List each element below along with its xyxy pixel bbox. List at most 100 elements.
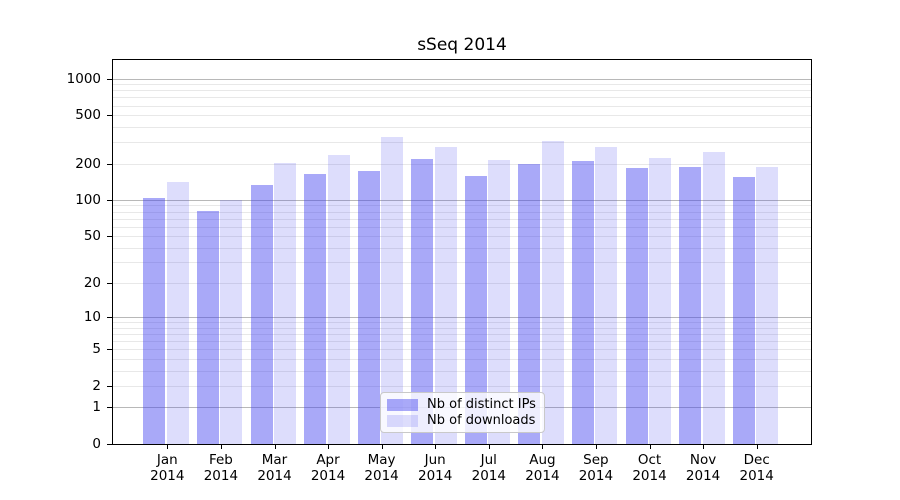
gridline-minor: [113, 358, 811, 360]
x-axis-tick-label-line: Oct: [637, 452, 662, 468]
y-axis-tick-label: 0: [92, 436, 101, 452]
gridline-minor: [113, 327, 811, 329]
gridline-minor: [113, 84, 811, 86]
x-axis-tick-label-line: 2014: [685, 468, 721, 484]
x-axis-tick: [274, 444, 276, 449]
bar-nb-of-distinct-ips-jul-2014: [464, 176, 487, 444]
y-axis-tick-label: 10: [83, 309, 101, 326]
bar-nb-of-downloads-mar-2014: [274, 162, 296, 444]
y-axis-tick-label: 1: [92, 399, 101, 416]
y-axis-tick: [107, 199, 113, 201]
plot-area: [112, 59, 812, 445]
x-axis-tick-label: Sep 2014: [564, 452, 628, 484]
gridline-minor: [113, 211, 811, 213]
gridline-minor: [113, 105, 811, 107]
bar-nb-of-distinct-ips-apr-2014: [304, 173, 326, 444]
x-axis-tick-label-line: Feb: [208, 452, 233, 468]
x-axis-tick-label-line: Nov: [689, 452, 717, 468]
bar-nb-of-downloads-jan-2014: [166, 181, 189, 444]
bar-nb-of-distinct-ips-sep-2014: [571, 161, 594, 444]
gridline-minor: [113, 163, 811, 165]
x-axis-tick-label-line: 2014: [203, 468, 239, 484]
y-axis-tick-label: 50: [83, 228, 101, 244]
x-axis-tick-label: Jul 2014: [457, 452, 521, 484]
x-axis-tick-label-line: 2014: [471, 468, 506, 484]
y-axis-tick-label: 200: [75, 155, 101, 172]
gridline-minor: [113, 205, 811, 207]
x-axis-tick-label-line: 2014: [739, 468, 774, 484]
x-axis-tick: [381, 444, 383, 449]
x-axis-tick-label-line: Jun: [424, 452, 446, 468]
bar-nb-of-downloads-jul-2014: [488, 160, 511, 444]
bar-nb-of-distinct-ips-nov-2014: [679, 167, 702, 444]
x-axis-tick: [649, 444, 651, 449]
y-axis-tick: [107, 78, 113, 80]
y-axis-tick: [107, 349, 113, 351]
plot-inner: [113, 60, 811, 444]
gridline-minor: [113, 236, 811, 237]
y-axis-tick: [107, 282, 113, 284]
bar-nb-of-downloads-dec-2014: [756, 167, 779, 444]
legend-swatch-downloads: [387, 414, 418, 427]
gridline-minor: [113, 218, 811, 220]
gridline-minor: [113, 341, 811, 343]
x-axis-tick-label: May 2014: [350, 452, 414, 484]
x-axis-tick-label-line: May: [367, 452, 396, 468]
x-axis-tick-label-line: 2014: [418, 468, 453, 484]
bar-nb-of-distinct-ips-mar-2014: [250, 184, 273, 444]
bar-nb-of-downloads-apr-2014: [327, 154, 350, 444]
gridline-minor: [113, 142, 811, 144]
bar-nb-of-distinct-ips-oct-2014: [625, 168, 648, 444]
y-axis-tick-label: 2: [92, 377, 101, 394]
x-axis-tick-label: Jun 2014: [403, 452, 467, 484]
chart-title: sSeq 2014: [417, 35, 507, 55]
legend: Nb of distinct IPs Nb of downloads: [380, 392, 545, 433]
bar-nb-of-distinct-ips-may-2014: [357, 171, 380, 444]
x-axis-tick: [220, 444, 222, 449]
y-axis-tick: [107, 385, 113, 387]
x-axis-tick: [328, 444, 329, 449]
bar-nb-of-downloads-feb-2014: [220, 199, 243, 444]
gridline-major: [113, 317, 811, 319]
gridline-minor: [113, 262, 811, 264]
y-axis-tick-label: 100: [75, 191, 101, 208]
x-axis-tick-label: Jan 2014: [135, 452, 199, 484]
x-axis-tick-label-line: Dec: [743, 452, 770, 468]
x-axis-tick: [595, 444, 597, 449]
x-axis-tick-label-line: 2014: [257, 468, 292, 484]
gridline-minor: [113, 247, 811, 249]
x-axis-tick-label-line: Jan: [156, 452, 178, 468]
gridline-minor: [113, 90, 811, 92]
gridline-minor: [113, 126, 811, 128]
bar-nb-of-downloads-aug-2014: [541, 140, 564, 444]
gridline-minor: [113, 370, 811, 372]
x-axis-tick-label: Feb 2014: [189, 452, 253, 484]
gridline-major: [113, 78, 811, 80]
x-axis-tick-label-line: Apr: [316, 452, 340, 468]
y-axis-tick: [107, 236, 113, 237]
x-axis-tick-label-line: Aug: [529, 452, 556, 468]
x-axis-tick: [435, 444, 437, 449]
x-axis-tick-label-line: Sep: [583, 452, 609, 468]
x-axis-tick-label-line: 2014: [632, 468, 667, 484]
x-axis-tick-label: Apr 2014: [296, 452, 360, 484]
gridline-minor: [113, 282, 811, 284]
bar-nb-of-downloads-may-2014: [381, 137, 404, 444]
gridline-major: [113, 199, 811, 201]
x-axis-tick-label-line: Jul: [480, 452, 497, 468]
x-axis-tick-label: Dec 2014: [725, 452, 789, 484]
x-axis-tick-label-line: 2014: [310, 468, 346, 484]
y-axis-tick-label: 500: [75, 107, 101, 124]
gridline-minor: [113, 349, 811, 351]
x-axis-tick-label: Mar 2014: [243, 452, 307, 484]
bar-nb-of-downloads-oct-2014: [649, 157, 671, 444]
y-axis-tick-label: 1000: [66, 70, 101, 87]
x-axis-tick-label-line: 2014: [364, 468, 399, 484]
bar-nb-of-downloads-nov-2014: [702, 152, 725, 444]
x-axis-tick-label: Aug 2014: [510, 452, 574, 484]
legend-item-downloads: Nb of downloads: [387, 413, 544, 429]
legend-item-distinct-ips: Nb of distinct IPs: [387, 397, 544, 413]
legend-label-downloads: Nb of downloads: [427, 412, 536, 428]
gridline-minor: [113, 334, 811, 335]
